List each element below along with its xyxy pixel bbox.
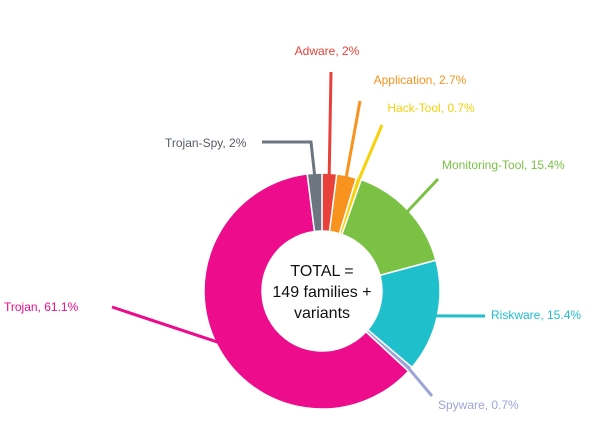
leader-line-spyware [406,365,434,397]
leader-line-adware [327,71,333,178]
center-label-line-2: 149 families + [272,284,371,301]
label-hack-tool: Hack-Tool, 0.7% [387,101,475,115]
center-label-line-3: variants [294,305,350,322]
label-riskware: Riskware, 15.4% [491,308,581,322]
leader-line-application [344,100,362,180]
leader-line-trojan-spy [262,140,317,178]
slice-labels: Adware, 2% Application, 2.7% Hack-Tool, 0.… [4,44,581,412]
center-label-line-1: TOTAL = [290,263,353,280]
label-application: Application, 2.7% [374,73,467,87]
leader-line-monitoring-tool [404,177,440,215]
label-adware: Adware, 2% [295,44,360,58]
label-monitoring-tool: Monitoring-Tool, 15.4% [442,158,565,172]
donut-hole [262,231,382,351]
leader-line-trojan [111,305,222,345]
label-trojan-spy: Trojan-Spy, 2% [165,136,247,150]
leader-line-hack-tool [356,124,384,184]
label-trojan: Trojan, 61.1% [4,300,79,314]
leader-lines [111,71,486,397]
label-spyware: Spyware, 0.7% [438,398,519,412]
